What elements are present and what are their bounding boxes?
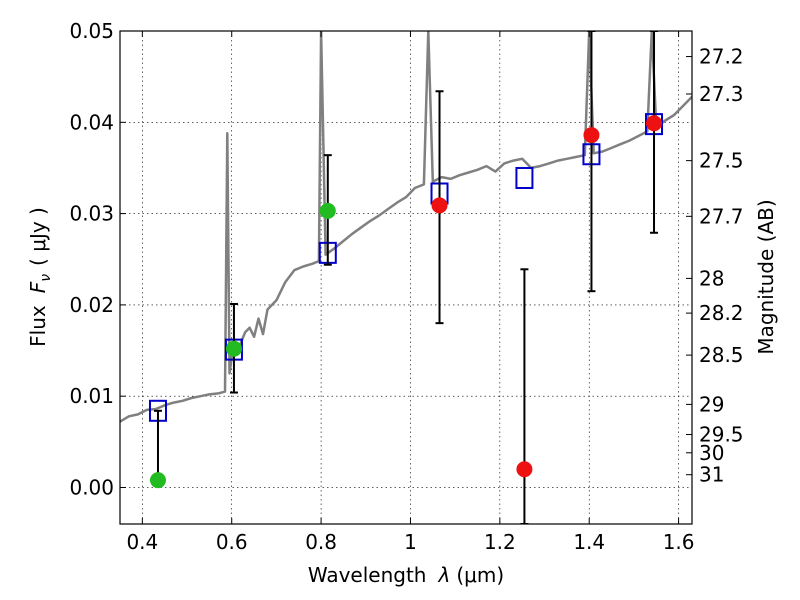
x-tick-label: 0.6 bbox=[216, 530, 248, 554]
y2-axis-title: Magnitude (AB) bbox=[754, 199, 778, 354]
observed-flux-point bbox=[149, 472, 166, 489]
x-tick-label: 1.4 bbox=[573, 530, 605, 554]
observed-flux-point bbox=[516, 461, 533, 478]
mag-tick-label: 27.5 bbox=[699, 149, 744, 173]
mag-tick-label: 29.5 bbox=[699, 423, 744, 447]
observed-flux-point bbox=[431, 197, 448, 214]
x-axis-title: Wavelength λ (μm) bbox=[308, 563, 504, 587]
mag-tick-label: 27.7 bbox=[699, 204, 744, 228]
y-tick-label: 0.00 bbox=[69, 475, 114, 499]
x-tick-label: 1.2 bbox=[484, 530, 516, 554]
y-tick-label: 0.05 bbox=[69, 19, 114, 43]
axes: 0.4 0.6 0.8 1 1.2 1.4 1.6 0.00 0.01 0.02 0.03 0.04 0… bbox=[69, 19, 743, 554]
mag-tick-label: 27.2 bbox=[699, 45, 744, 69]
observed-flux-point bbox=[646, 115, 663, 132]
y-axis-title: FluxFν( μJy ) bbox=[26, 207, 54, 347]
x-tick-label: 1 bbox=[404, 530, 417, 554]
mag-tick-label: 27.3 bbox=[699, 82, 744, 106]
mag-tick-label: 28.2 bbox=[699, 301, 744, 325]
y-tick-label: 0.04 bbox=[69, 110, 114, 134]
x-tick-label: 0.8 bbox=[305, 530, 337, 554]
y-tick-label: 0.02 bbox=[69, 293, 114, 317]
y-tick-label: 0.01 bbox=[69, 384, 114, 408]
mag-tick-label: 28 bbox=[699, 266, 724, 290]
x-tick-label: 1.6 bbox=[663, 530, 695, 554]
model-photometry-square bbox=[515, 166, 534, 189]
observed-flux-point bbox=[583, 127, 600, 144]
mag-tick-label: 30 bbox=[699, 441, 724, 465]
gridlines bbox=[120, 30, 692, 524]
plot-area bbox=[120, 31, 692, 524]
observed-flux-point bbox=[225, 340, 242, 357]
mag-tick-label: 31 bbox=[699, 463, 724, 487]
mag-tick-label: 28.5 bbox=[699, 343, 744, 367]
spectrum-line bbox=[120, 31, 692, 423]
mag-tick-label: 29 bbox=[699, 392, 724, 416]
plot-frame bbox=[119, 30, 693, 525]
y-tick-label: 0.03 bbox=[69, 202, 114, 226]
x-tick-label: 0.4 bbox=[126, 530, 158, 554]
observed-flux-point bbox=[319, 202, 336, 219]
